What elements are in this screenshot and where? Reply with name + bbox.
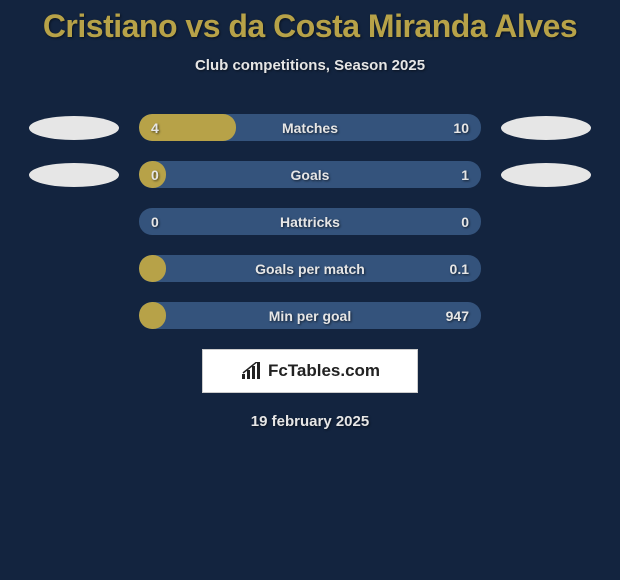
- stat-bar: 4 Matches 10: [139, 114, 481, 141]
- date-label: 19 february 2025: [0, 413, 620, 430]
- stat-label: Hattricks: [280, 214, 340, 230]
- stat-bar: Min per goal 947: [139, 302, 481, 329]
- stat-label: Goals: [291, 167, 330, 183]
- comparison-subtitle: Club competitions, Season 2025: [0, 57, 620, 74]
- stat-bar: 0 Hattricks 0: [139, 208, 481, 235]
- team-marker-right: [501, 163, 591, 187]
- stat-right-value: 947: [446, 308, 469, 324]
- stat-row: 0 Hattricks 0: [0, 208, 620, 235]
- stat-row: Min per goal 947: [0, 302, 620, 329]
- logo-text: FcTables.com: [268, 361, 380, 381]
- stat-left-value: 0: [151, 214, 159, 230]
- stat-right-value: 1: [461, 167, 469, 183]
- chart-icon: [240, 362, 264, 380]
- stat-right-value: 0: [461, 214, 469, 230]
- stat-bar-fill: [139, 302, 166, 329]
- stat-label: Matches: [282, 120, 338, 136]
- stat-bar-fill: [139, 255, 166, 282]
- stat-left-value: 4: [151, 120, 159, 136]
- stat-row: 0 Goals 1: [0, 161, 620, 188]
- stat-right-value: 0.1: [450, 261, 469, 277]
- stats-container: 4Matches100Goals10Hattricks0Goals per ma…: [0, 114, 620, 329]
- logo-box[interactable]: FcTables.com: [202, 349, 418, 393]
- comparison-title: Cristiano vs da Costa Miranda Alves: [0, 8, 620, 45]
- stat-row: Goals per match 0.1: [0, 255, 620, 282]
- team-marker-left: [29, 163, 119, 187]
- stat-bar: 0 Goals 1: [139, 161, 481, 188]
- stat-right-value: 10: [453, 120, 469, 136]
- stat-label: Min per goal: [269, 308, 351, 324]
- stat-row: 4 Matches 10: [0, 114, 620, 141]
- stat-left-value: 0: [151, 167, 159, 183]
- team-marker-left: [29, 116, 119, 140]
- stat-bar: Goals per match 0.1: [139, 255, 481, 282]
- stat-label: Goals per match: [255, 261, 365, 277]
- team-marker-right: [501, 116, 591, 140]
